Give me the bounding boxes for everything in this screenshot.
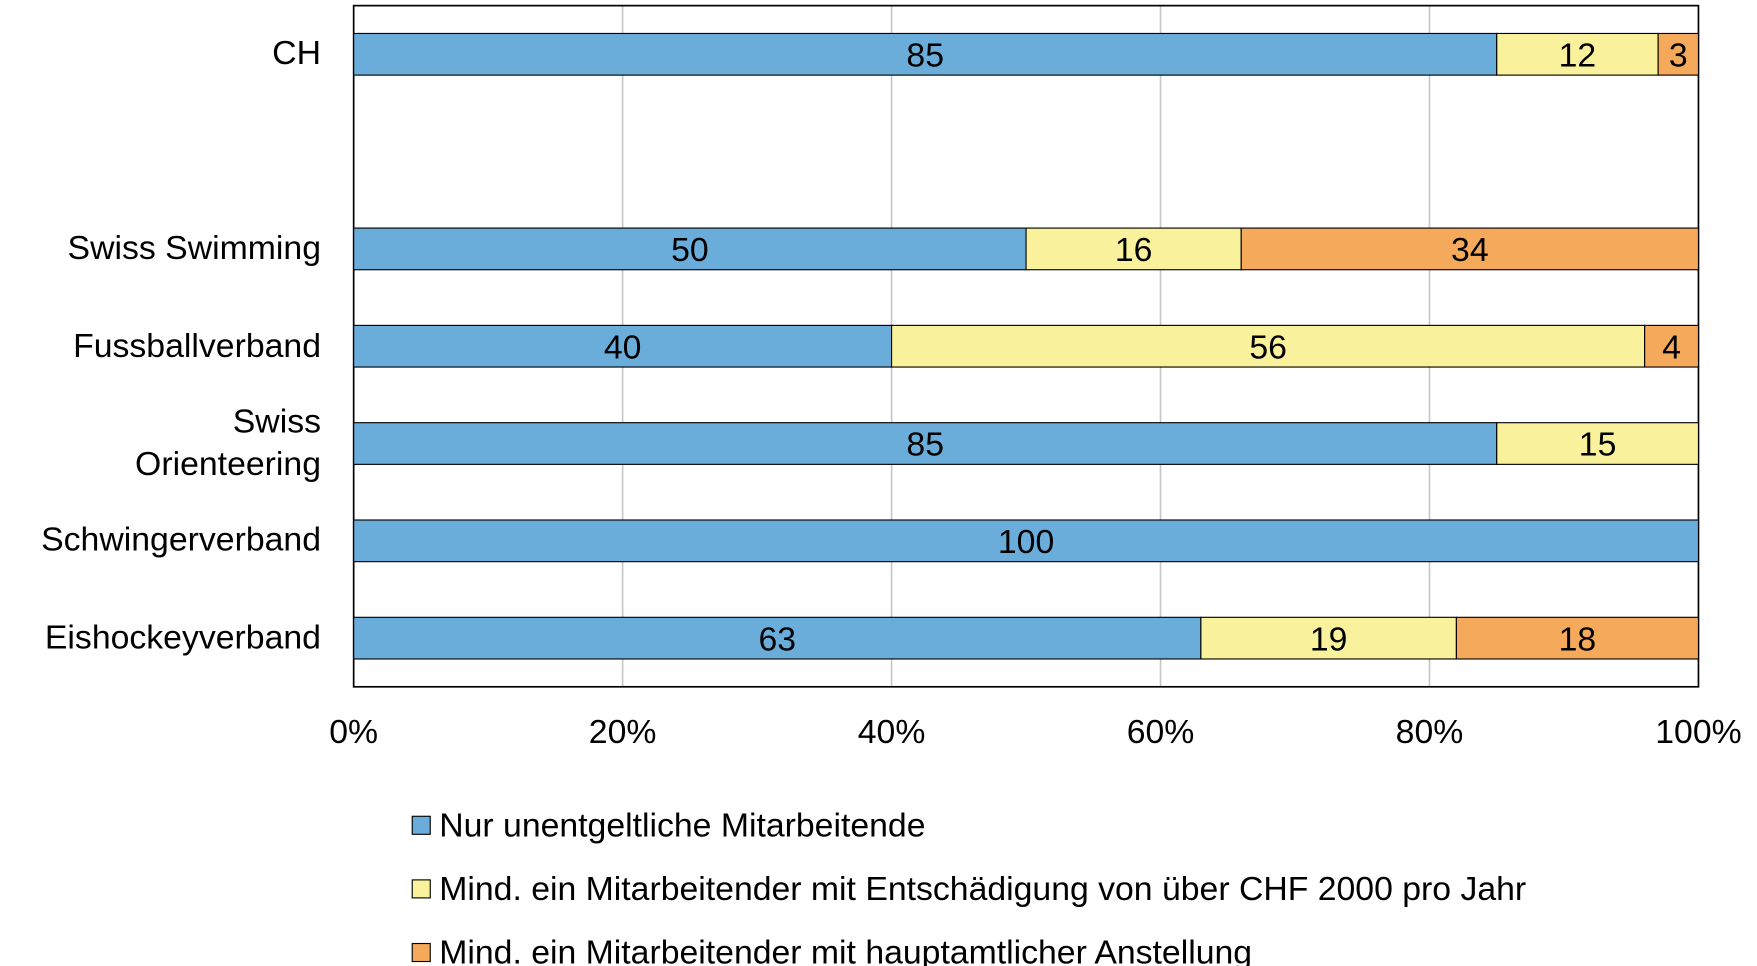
x-tick-label: 60%	[1127, 713, 1195, 751]
bar-segment	[1240, 227, 1700, 271]
bar-segment	[353, 422, 1498, 465]
bar-segment	[1644, 324, 1700, 368]
data-label: 34	[1451, 231, 1489, 269]
x-tick-label: 20%	[589, 713, 657, 751]
data-label: 4	[1662, 328, 1681, 366]
legend-label: Nur unentgeltliche Mitarbeitende	[439, 806, 925, 844]
x-tick-label: 80%	[1396, 713, 1464, 751]
data-label: 40	[604, 328, 642, 366]
legend-swatch	[411, 815, 431, 835]
legend-swatch	[411, 879, 431, 899]
legend-swatch	[411, 942, 431, 963]
data-label: 12	[1559, 36, 1597, 74]
data-label: 63	[758, 620, 796, 658]
bar-segment	[1496, 32, 1659, 76]
data-label: 18	[1559, 620, 1597, 658]
data-label: 16	[1115, 231, 1153, 269]
y-tick-label: Schwingerverband	[41, 521, 321, 559]
bar-segment	[1496, 422, 1700, 465]
y-tick-label: Eishockeyverband	[44, 618, 321, 657]
data-label: 100	[998, 523, 1054, 561]
y-tick-label: CH	[272, 35, 321, 73]
data-label: 85	[906, 426, 944, 464]
bar-segment	[1657, 32, 1700, 76]
data-label: 56	[1249, 328, 1287, 366]
x-tick-label: 0%	[329, 713, 378, 751]
y-tick-label: Swiss Swimming	[67, 229, 321, 267]
data-label: 85	[906, 36, 944, 74]
legend-label: Mind. ein Mitarbeitender mit hauptamtlic…	[439, 934, 1252, 966]
bar-segment	[353, 519, 1700, 563]
bar-segment	[353, 32, 1498, 76]
y-tick-label: Fussballverband	[73, 327, 321, 365]
bar-segment	[1025, 227, 1242, 271]
y-tick-label: Swiss Orienteering	[135, 402, 321, 483]
data-label: 50	[671, 231, 709, 269]
bar-segment	[1455, 616, 1700, 660]
data-label: 19	[1310, 620, 1348, 658]
data-label: 15	[1579, 426, 1617, 464]
data-label: 3	[1669, 36, 1688, 74]
bar-segment	[353, 616, 1202, 660]
bar-segment	[353, 324, 893, 368]
legend-label: Mind. ein Mitarbeitender mit Entschädigu…	[439, 870, 1526, 908]
x-tick-label: 100%	[1655, 713, 1741, 751]
x-tick-label: 40%	[858, 713, 926, 751]
